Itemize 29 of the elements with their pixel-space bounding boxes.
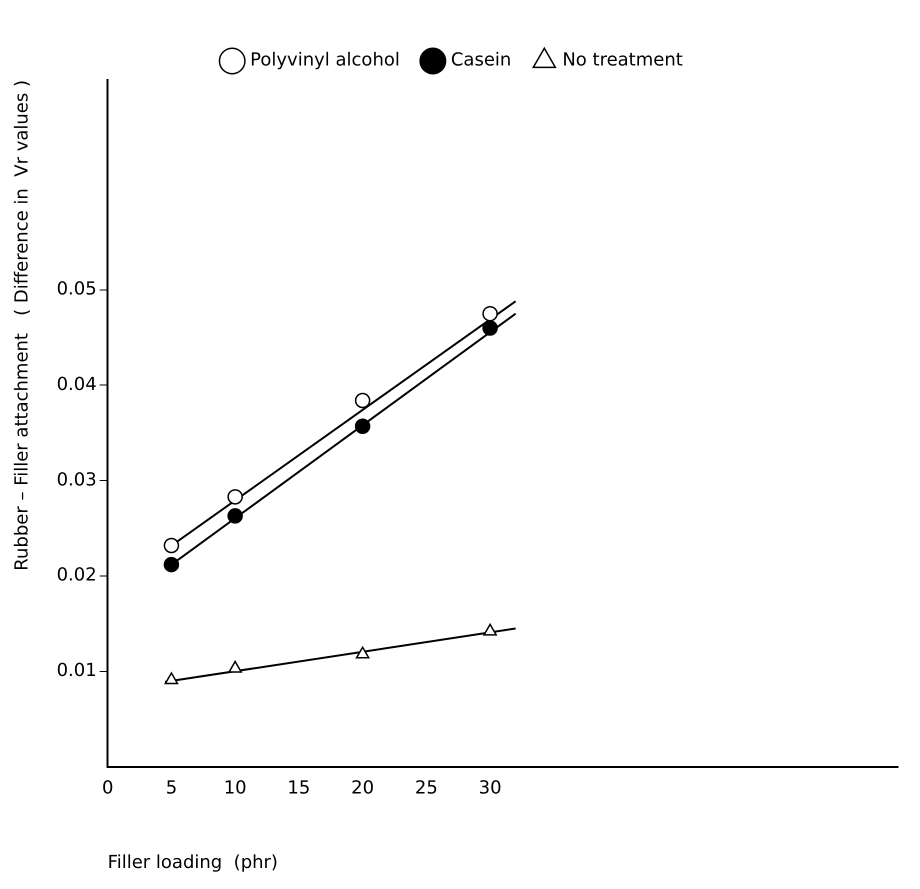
point [227,508,243,524]
y-tick-label: 0.02 [56,564,97,586]
y-tick-label: 0.05 [56,278,97,300]
x-tick-label: 25 [414,777,438,798]
x-tick-label: 0 [102,777,114,798]
legend-label: Casein [450,50,512,71]
legend-label: Polyvinyl alcohol [250,50,400,71]
point [164,672,178,684]
x-tick-label: 20 [351,777,374,798]
x-tick-label: 30 [478,777,502,798]
point [227,489,243,505]
x-tick-label: 10 [224,777,247,798]
point [164,556,180,572]
legend-label: No treatment [562,50,683,71]
point [482,306,498,322]
y-axis-title: Rubber – Filler attachment ( Difference in Vr values ) [11,80,32,571]
point [356,646,370,658]
x-tick-label: 5 [166,777,178,798]
x-tick-label: 15 [287,777,310,798]
y-tick-label: 0.04 [56,374,97,395]
y-tick-label: 0.03 [56,469,97,490]
point [228,660,242,673]
x-axis-title: Filler loading (phr) [108,852,278,873]
point [164,538,180,554]
point [482,320,498,336]
point [354,392,370,408]
point [354,418,370,434]
y-tick-label: 0.01 [56,660,97,682]
point [483,624,497,636]
